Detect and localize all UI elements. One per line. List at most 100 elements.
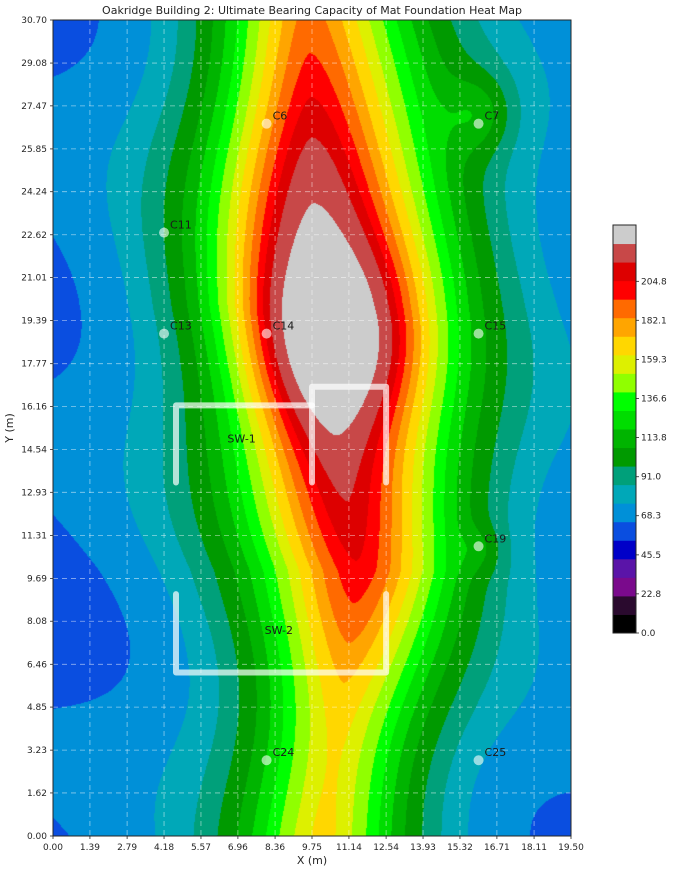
colorbar-band <box>613 280 636 300</box>
x-tick-label: 15.32 <box>447 843 473 853</box>
y-tick-label: 25.85 <box>21 145 47 155</box>
colorbar-band <box>613 373 636 393</box>
y-tick-label: 14.54 <box>21 446 47 456</box>
x-tick-label: 9.75 <box>302 843 322 853</box>
grid-lines <box>53 20 571 836</box>
x-tick-label: 4.18 <box>154 843 174 853</box>
y-tick-label: 29.08 <box>21 59 47 69</box>
colorbar-tick-label: 68.3 <box>641 512 661 522</box>
y-tick-label: 1.62 <box>27 789 47 799</box>
column-label: C6 <box>273 110 288 123</box>
colorbar-band <box>613 521 636 541</box>
column-label: C24 <box>273 746 295 759</box>
column-marker <box>473 328 484 339</box>
x-tick-label: 13.93 <box>410 843 436 853</box>
y-axis-ticks: 0.00 1.62 3.23 4.85 6.46 8.08 9.69 11.31 12.93 14… <box>21 16 53 842</box>
column-marker <box>261 118 272 129</box>
colorbar-tick-label: 22.8 <box>641 590 661 600</box>
x-axis-label: X (m) <box>297 854 327 867</box>
shear-wall-line <box>172 402 315 486</box>
column-marker <box>261 755 272 766</box>
x-tick-label: 2.79 <box>117 843 137 853</box>
y-tick-label: 27.47 <box>21 102 47 112</box>
colorbar-band <box>613 429 636 449</box>
y-tick-label: 22.62 <box>21 231 47 241</box>
colorbar-band <box>613 225 636 245</box>
y-tick-label: 4.85 <box>27 703 47 713</box>
colorbar-band <box>613 410 636 430</box>
colorbar-tick-label: 113.8 <box>641 434 667 444</box>
colorbar-tick-label: 91.0 <box>641 473 661 483</box>
shear-walls: SW-1 SW-2 <box>172 383 390 676</box>
colorbar-band <box>613 317 636 337</box>
y-tick-label: 0.00 <box>27 832 47 842</box>
colorbar-band <box>613 503 636 523</box>
colorbar-ticks: 0.0 22.8 45.5 68.3 91.0 113.8 136.6 159.3 182.1 2… <box>636 277 667 639</box>
column-marker <box>473 118 484 129</box>
colorbar-tick-label: 204.8 <box>641 277 667 287</box>
colorbar-band <box>613 299 636 319</box>
colorbar-band <box>613 484 636 504</box>
y-tick-label: 19.39 <box>21 317 47 327</box>
column-marker <box>261 328 272 339</box>
shear-wall-label: SW-2 <box>265 624 293 637</box>
x-tick-label: 12.54 <box>373 843 399 853</box>
shear-wall-line <box>172 591 390 676</box>
colorbar-band <box>613 391 636 411</box>
column-label: C7 <box>485 110 500 123</box>
colorbar-band <box>613 336 636 356</box>
colorbar-band <box>613 595 636 615</box>
column-label: C11 <box>170 219 192 232</box>
column-marker <box>473 541 484 552</box>
colorbar-tick-label: 182.1 <box>641 316 667 326</box>
x-tick-label: 18.11 <box>521 843 547 853</box>
colorbar: 0.0 22.8 45.5 68.3 91.0 113.8 136.6 159.3 182.1 2… <box>612 224 667 639</box>
chart-title: Oakridge Building 2: Ultimate Bearing Ca… <box>102 4 522 17</box>
x-tick-label: 19.50 <box>558 843 584 853</box>
y-axis-label: Y (m) <box>3 413 16 444</box>
colorbar-band <box>613 577 636 597</box>
x-tick-label: 8.36 <box>265 843 285 853</box>
column-label: C19 <box>485 532 507 545</box>
x-tick-label: 11.14 <box>336 843 362 853</box>
y-tick-label: 30.70 <box>21 16 47 26</box>
y-tick-label: 12.93 <box>21 488 47 498</box>
column-marker <box>473 755 484 766</box>
column-label: C25 <box>485 746 507 759</box>
y-tick-label: 24.24 <box>21 188 47 198</box>
colorbar-frame <box>612 224 637 634</box>
y-tick-label: 6.46 <box>27 660 47 670</box>
shear-wall-line <box>309 383 390 486</box>
column-label: C13 <box>170 320 192 333</box>
colorbar-band <box>613 466 636 486</box>
colorbar-tick-label: 45.5 <box>641 551 661 561</box>
y-tick-label: 9.69 <box>27 574 47 584</box>
colorbar-band <box>613 558 636 578</box>
colorbar-tick-label: 136.6 <box>641 394 667 404</box>
y-tick-label: 16.16 <box>21 402 47 412</box>
y-tick-label: 21.01 <box>21 274 47 284</box>
x-tick-label: 5.57 <box>191 843 211 853</box>
colorbar-band <box>613 614 636 634</box>
colorbar-band <box>613 243 636 263</box>
y-tick-label: 3.23 <box>27 746 47 756</box>
plot-area: SW-1 SW-2 C6 C7 C11 C13 C14 C15 C19 C24 C25 <box>53 20 571 836</box>
column-label: C15 <box>485 320 507 333</box>
y-tick-label: 11.31 <box>21 531 47 541</box>
shear-wall-label: SW-1 <box>227 433 255 446</box>
colorbar-band <box>613 262 636 282</box>
x-tick-label: 6.96 <box>228 843 248 853</box>
colorbar-bands <box>613 225 636 634</box>
x-tick-label: 0.00 <box>43 843 63 853</box>
colorbar-tick-label: 0.0 <box>641 629 656 639</box>
column-label: C14 <box>273 320 295 333</box>
x-tick-label: 16.71 <box>484 843 510 853</box>
column-marker <box>159 328 170 339</box>
column-markers: C6 C7 C11 C13 C14 C15 C19 C24 C25 <box>159 110 506 766</box>
colorbar-band <box>613 447 636 467</box>
colorbar-band <box>613 354 636 374</box>
colorbar-tick-label: 159.3 <box>641 355 667 365</box>
y-tick-label: 8.08 <box>27 617 47 627</box>
x-tick-label: 1.39 <box>80 843 100 853</box>
